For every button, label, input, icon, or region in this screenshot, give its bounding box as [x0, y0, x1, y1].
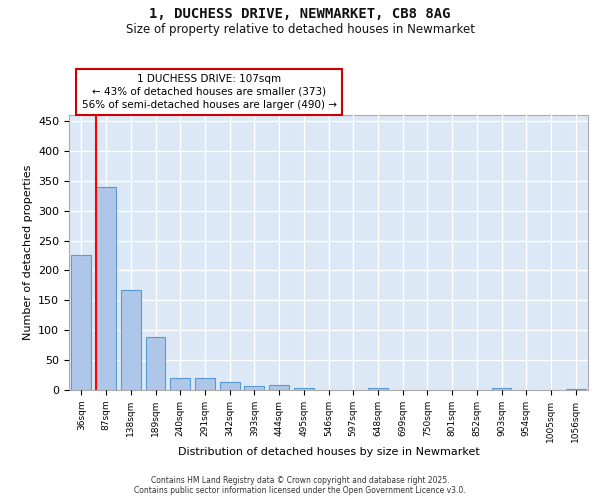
- X-axis label: Distribution of detached houses by size in Newmarket: Distribution of detached houses by size …: [178, 448, 479, 458]
- Bar: [170, 378, 190, 390]
- Bar: [195, 378, 215, 390]
- Text: 1, DUCHESS DRIVE, NEWMARKET, CB8 8AG: 1, DUCHESS DRIVE, NEWMARKET, CB8 8AG: [149, 8, 451, 22]
- Bar: [220, 382, 239, 390]
- Text: Contains HM Land Registry data © Crown copyright and database right 2025.
Contai: Contains HM Land Registry data © Crown c…: [134, 476, 466, 495]
- Bar: [121, 290, 140, 390]
- Bar: [491, 388, 511, 390]
- Text: 1 DUCHESS DRIVE: 107sqm
← 43% of detached houses are smaller (373)
56% of semi-d: 1 DUCHESS DRIVE: 107sqm ← 43% of detache…: [82, 74, 337, 110]
- Bar: [294, 388, 314, 390]
- Bar: [368, 388, 388, 390]
- Y-axis label: Number of detached properties: Number of detached properties: [23, 165, 32, 340]
- Bar: [244, 386, 264, 390]
- Bar: [146, 338, 166, 390]
- Bar: [269, 385, 289, 390]
- Bar: [96, 186, 116, 390]
- Bar: [71, 256, 91, 390]
- Bar: [566, 389, 586, 390]
- Text: Size of property relative to detached houses in Newmarket: Size of property relative to detached ho…: [125, 22, 475, 36]
